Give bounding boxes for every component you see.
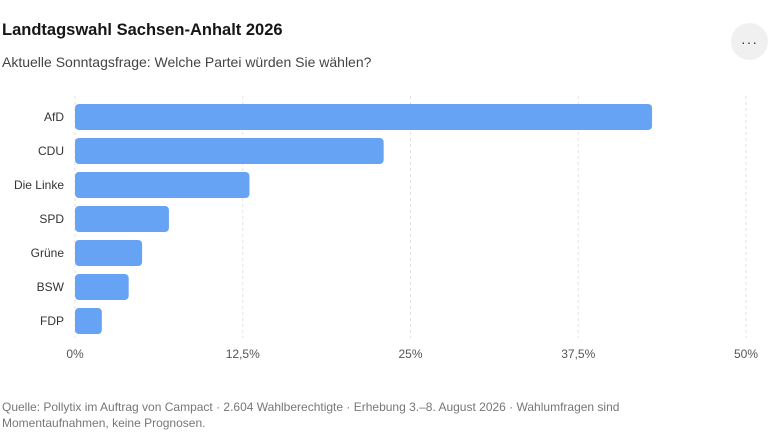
bars [75, 104, 653, 334]
category-label: FDP [40, 314, 64, 328]
bar-spd[interactable] [75, 206, 169, 232]
bar-chart: AfD CDU Die Linke SPD Grüne BSW FDP 0% 12,5% 25%… [14, 96, 758, 361]
category-label: AfD [44, 110, 64, 124]
x-tick-label: 25% [398, 347, 422, 361]
x-axis-tick-labels: 0% 12,5% 25% 37,5% 50% [66, 347, 758, 361]
bar-fdp[interactable] [75, 308, 102, 334]
bar-grüne[interactable] [75, 240, 143, 266]
x-tick-label: 37,5% [561, 347, 595, 361]
x-tick-label: 12,5% [226, 347, 260, 361]
bar-cdu[interactable] [75, 138, 384, 164]
x-tick-label: 50% [734, 347, 758, 361]
bar-die-linke[interactable] [75, 172, 250, 198]
chart-title: Landtagswahl Sachsen-Anhalt 2026 [2, 21, 283, 39]
more-options-button[interactable]: ··· [731, 23, 768, 60]
category-label: Grüne [31, 246, 65, 260]
grid-lines [74, 96, 747, 338]
bar-afd[interactable] [75, 104, 653, 130]
category-label: CDU [38, 144, 64, 158]
chart-subtitle: Aktuelle Sonntagsfrage: Welche Partei wü… [2, 54, 372, 70]
category-label: BSW [37, 280, 65, 294]
category-label: SPD [39, 212, 64, 226]
category-labels: AfD CDU Die Linke SPD Grüne BSW FDP [14, 110, 65, 328]
category-label: Die Linke [14, 178, 64, 192]
more-icon: ··· [741, 33, 758, 50]
bar-bsw[interactable] [75, 274, 129, 300]
x-tick-label: 0% [66, 347, 84, 361]
source-note: Quelle: Pollytix im Auftrag von Campact … [2, 400, 620, 430]
